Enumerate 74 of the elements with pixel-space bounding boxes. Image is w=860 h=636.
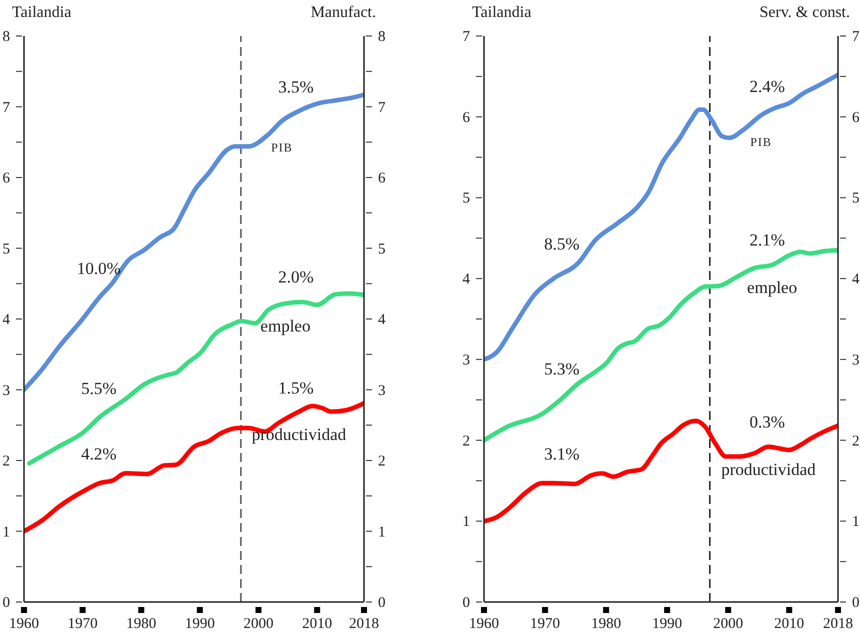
line-series (27, 291, 364, 466)
y2-tick-label: 8 (378, 29, 386, 45)
y-tick-label: 7 (462, 29, 470, 45)
y-tick-label: 5 (2, 241, 10, 258)
x-tick-label: 1980 (591, 616, 622, 632)
x-tick-label: 2010 (302, 616, 332, 632)
series-label: empleo (260, 316, 310, 336)
y-tick-label: 6 (2, 170, 10, 186)
series-label: PIB (271, 140, 293, 154)
y2-tick-label: 6 (378, 170, 386, 186)
annotation: 8.5% (544, 234, 580, 254)
x-tick-label: 2000 (713, 616, 744, 632)
chart-title: Tailandia (12, 4, 72, 22)
x-tick-label: 1970 (530, 616, 560, 632)
x-tick-label: 1980 (126, 616, 156, 632)
series-label: PIB (750, 134, 772, 149)
x-tick-label: 1990 (184, 616, 215, 632)
x-tick-label: 2000 (243, 616, 274, 632)
annotation: 2.4% (749, 77, 785, 96)
annotation: 10.0% (76, 259, 121, 278)
x-tick-label: 2018 (349, 616, 379, 632)
chart-subtitle: Manufact. (310, 4, 376, 22)
y-tick-label: 3 (2, 382, 10, 399)
y2-tick-label: 1 (378, 524, 386, 540)
y-tick-label: 2 (462, 433, 470, 450)
y2-tick-label: 7 (378, 100, 386, 116)
x-tick-label: 1990 (652, 616, 682, 632)
line-series (484, 72, 838, 362)
series-label: productividad (252, 424, 347, 444)
chart-title: Tailandia (472, 4, 532, 22)
y2-tick-label: 1 (852, 514, 860, 530)
y2-tick-label: 0 (378, 595, 386, 611)
y2-tick-label: 3 (852, 352, 860, 368)
y2-tick-label: 6 (852, 110, 860, 126)
annotation: 1.5% (278, 378, 314, 398)
y-tick-label: 0 (462, 595, 470, 611)
y2-tick-label: 7 (852, 29, 860, 45)
annotation: 2.0% (278, 268, 314, 287)
annotation: 3.5% (278, 78, 314, 97)
series-label: empleo (747, 278, 798, 297)
y-tick-label: 1 (462, 514, 470, 530)
chart-subtitle: Serv. & const. (759, 4, 850, 22)
y-tick-label: 5 (462, 190, 470, 207)
annotation: 4.2% (81, 444, 117, 464)
line-series (484, 248, 838, 443)
y-tick-label: 7 (2, 100, 10, 116)
x-tick-label: 1960 (9, 616, 39, 632)
y-tick-label: 6 (462, 110, 470, 126)
y2-tick-label: 0 (852, 595, 860, 611)
x-tick-label: 2010 (774, 616, 804, 632)
y-tick-label: 4 (462, 272, 470, 288)
x-tick-label: 2018 (823, 616, 853, 632)
y2-tick-label: 2 (378, 454, 386, 470)
annotation: 0.3% (749, 412, 785, 432)
y2-tick-label: 4 (378, 312, 386, 328)
annotation: 2.1% (749, 230, 785, 250)
y2-tick-label: 3 (378, 382, 386, 399)
y2-tick-label: 5 (852, 190, 860, 207)
y-tick-label: 0 (2, 595, 10, 611)
annotation: 5.5% (81, 378, 117, 398)
y-tick-label: 1 (2, 524, 10, 540)
y-tick-label: 2 (2, 454, 10, 470)
x-tick-label: 1960 (469, 616, 499, 632)
series-label: productividad (721, 460, 816, 479)
y-tick-label: 3 (462, 352, 470, 368)
y2-tick-label: 5 (378, 241, 386, 258)
line-series (24, 400, 364, 534)
annotation: 5.3% (544, 359, 580, 378)
y2-tick-label: 2 (852, 433, 860, 450)
y-tick-label: 4 (2, 312, 10, 328)
y-tick-label: 8 (2, 29, 10, 45)
x-tick-label: 1970 (68, 616, 98, 632)
annotation: 3.1% (544, 444, 580, 464)
y2-tick-label: 4 (852, 272, 860, 288)
